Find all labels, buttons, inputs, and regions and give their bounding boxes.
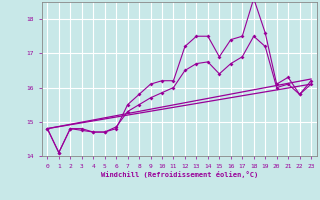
X-axis label: Windchill (Refroidissement éolien,°C): Windchill (Refroidissement éolien,°C) [100,171,258,178]
